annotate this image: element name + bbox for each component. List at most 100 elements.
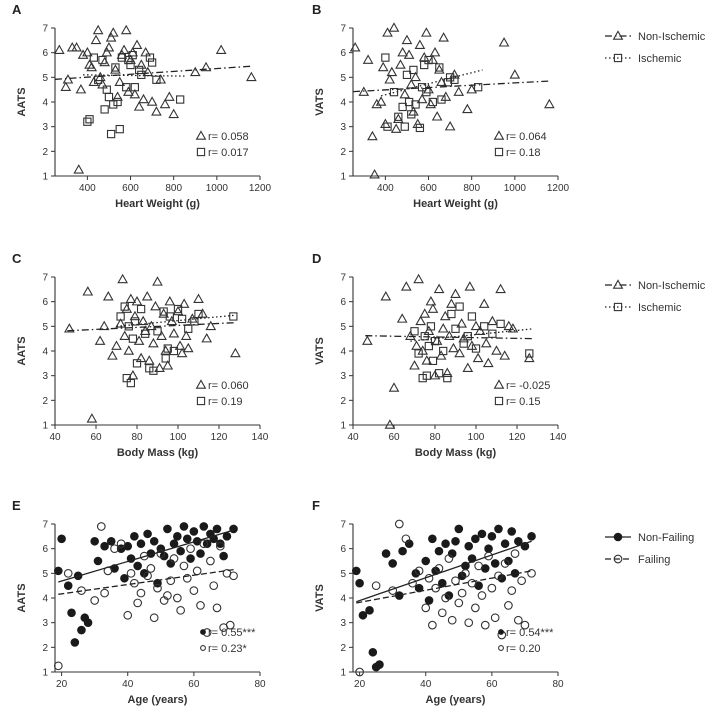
- data-point: [189, 527, 199, 536]
- correlation-stat: r= 0.20: [506, 643, 541, 655]
- data-point: [110, 64, 121, 74]
- stat-marker: [498, 629, 504, 635]
- data-point: [433, 283, 445, 294]
- data-point: [450, 75, 459, 84]
- y-tick-label: 4: [340, 98, 346, 109]
- data-point: [70, 638, 80, 647]
- data-point: [196, 601, 205, 610]
- x-tick-label: 60: [486, 679, 498, 690]
- data-point: [120, 302, 129, 311]
- data-point: [146, 320, 157, 331]
- data-point: [407, 110, 416, 119]
- data-point: [230, 347, 241, 358]
- legend-label: Failing: [638, 554, 670, 566]
- y-tick-label: 2: [340, 643, 346, 654]
- data-point: [100, 588, 109, 598]
- data-point: [477, 529, 487, 539]
- data-point: [83, 618, 93, 627]
- data-point: [424, 341, 433, 351]
- x-tick-label: 40: [49, 432, 61, 443]
- data-point: [140, 46, 151, 57]
- fit-line: [356, 570, 532, 604]
- x-tick-label: 600: [420, 183, 437, 194]
- data-point: [90, 596, 100, 605]
- data-point: [400, 281, 412, 291]
- x-tick-label: 80: [552, 679, 564, 690]
- data-point: [173, 304, 183, 314]
- data-point: [206, 556, 215, 566]
- series-non-ischemic: [362, 273, 535, 429]
- x-tick-label: 80: [254, 679, 266, 690]
- series-ischemic: [381, 53, 483, 133]
- data-point: [362, 335, 373, 345]
- data-point: [143, 571, 152, 581]
- data-point: [125, 293, 137, 303]
- data-point: [148, 337, 159, 348]
- data-point: [131, 295, 143, 306]
- data-point: [401, 34, 413, 45]
- x-axis-label: Age (years): [128, 694, 188, 706]
- x-tick-label: 1200: [547, 183, 570, 194]
- x-axis-label: Body Mass (kg): [117, 447, 199, 459]
- data-point: [487, 532, 497, 541]
- panel-a: A 1 2 3 4 5 6 7 400 600 800 1000 1200 Heart Weight (g…: [12, 2, 272, 210]
- data-point: [53, 44, 65, 54]
- data-point: [514, 536, 523, 546]
- data-point: [436, 76, 447, 87]
- data-point: [503, 320, 515, 331]
- data-point: [63, 581, 73, 590]
- data-point: [135, 59, 147, 69]
- data-point: [163, 524, 172, 534]
- data-point: [444, 120, 456, 131]
- data-point: [383, 122, 392, 131]
- data-point: [395, 59, 406, 69]
- data-point: [437, 95, 446, 104]
- data-point: [152, 276, 163, 286]
- data-point: [145, 53, 155, 62]
- stat-marker: [493, 379, 505, 389]
- stat-marker: [195, 379, 207, 389]
- correlation-stat: r= 0.55***: [208, 627, 256, 639]
- data-point: [212, 603, 222, 613]
- data-point: [123, 86, 134, 96]
- data-point: [488, 329, 497, 338]
- y-tick-label: 2: [340, 396, 346, 407]
- data-point: [123, 610, 133, 620]
- data-point: [398, 102, 407, 112]
- data-point: [105, 32, 117, 42]
- data-point: [416, 93, 428, 104]
- data-point: [424, 596, 434, 605]
- data-point: [397, 46, 408, 57]
- data-point: [115, 318, 126, 328]
- panel-letter: E: [12, 498, 21, 513]
- y-axis-label: VATS: [314, 584, 326, 612]
- data-point: [225, 620, 235, 630]
- data-point: [498, 37, 510, 47]
- legend-marker: [612, 30, 624, 40]
- x-tick-label: 100: [468, 432, 485, 443]
- y-tick-label: 6: [340, 544, 346, 555]
- data-point: [388, 22, 400, 32]
- data-point: [499, 350, 511, 360]
- data-point: [388, 382, 400, 392]
- data-point: [130, 532, 139, 541]
- data-point: [355, 578, 364, 588]
- data-point: [136, 588, 146, 598]
- data-point: [455, 302, 464, 311]
- data-point: [437, 608, 447, 618]
- data-point: [98, 320, 110, 331]
- data-point: [409, 65, 418, 75]
- data-point: [182, 342, 194, 353]
- data-point: [371, 98, 383, 109]
- legend-label: Ischemic: [638, 53, 682, 65]
- data-point: [427, 54, 439, 64]
- x-axis-label: Heart Weight (g): [413, 198, 498, 210]
- x-tick-label: 140: [252, 432, 269, 443]
- panel-b: B 1 2 3 4 5 6 7 400 600 800 1000 1200 Heart Weight (g…: [312, 2, 570, 210]
- data-point: [124, 55, 133, 65]
- y-tick-label: 7: [340, 273, 346, 284]
- data-point: [396, 313, 408, 323]
- data-point: [186, 544, 195, 554]
- data-point: [451, 576, 460, 586]
